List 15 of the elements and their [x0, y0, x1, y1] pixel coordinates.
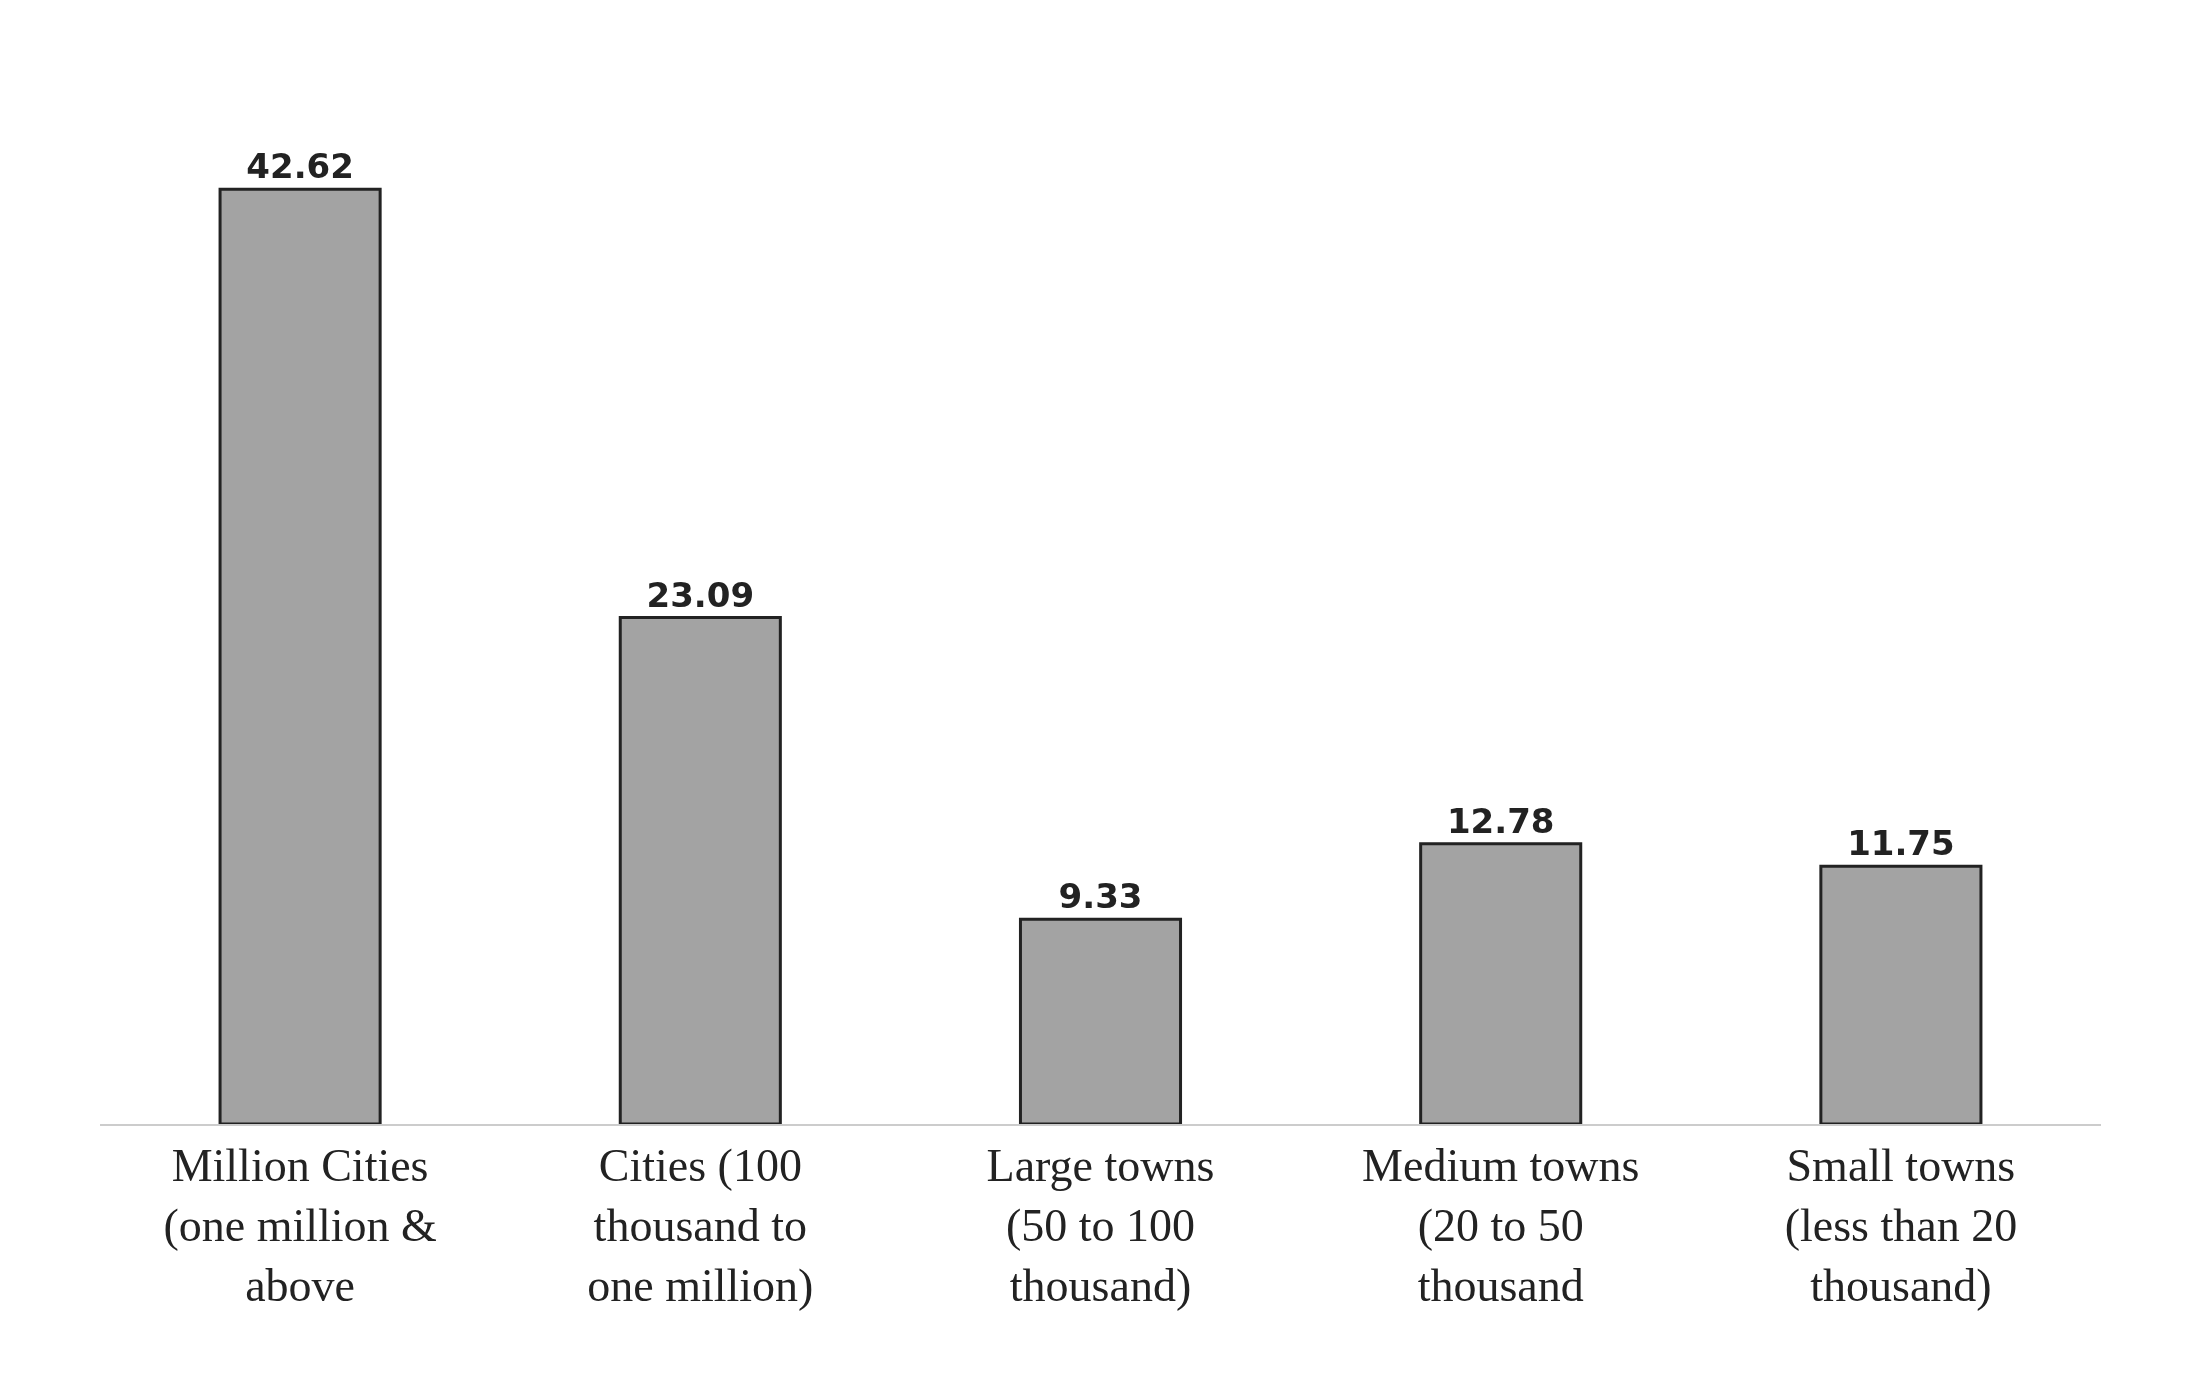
bar — [1819, 864, 1983, 1124]
data-label: 11.75 — [1847, 823, 1955, 864]
x-tick-label: Medium towns (20 to 50 thousand — [1362, 1140, 1640, 1311]
data-label: 23.09 — [646, 574, 755, 615]
x-tick-label: Million Cities (one million & above — [163, 1140, 437, 1311]
data-label: 12.78 — [1446, 800, 1555, 841]
bar — [1018, 917, 1183, 1124]
x-tick-label: Cities (100 thousand to one million) — [587, 1140, 814, 1311]
data-label: 9.33 — [1058, 876, 1143, 917]
data-label: 42.62 — [246, 146, 354, 187]
x-tick-label: Large towns (50 to 100 thousand) — [986, 1140, 1215, 1311]
bar — [1419, 842, 1583, 1124]
bar — [618, 616, 782, 1124]
x-tick-label: Small towns (less than 20 thousand) — [1784, 1140, 2018, 1311]
bar — [218, 187, 382, 1124]
